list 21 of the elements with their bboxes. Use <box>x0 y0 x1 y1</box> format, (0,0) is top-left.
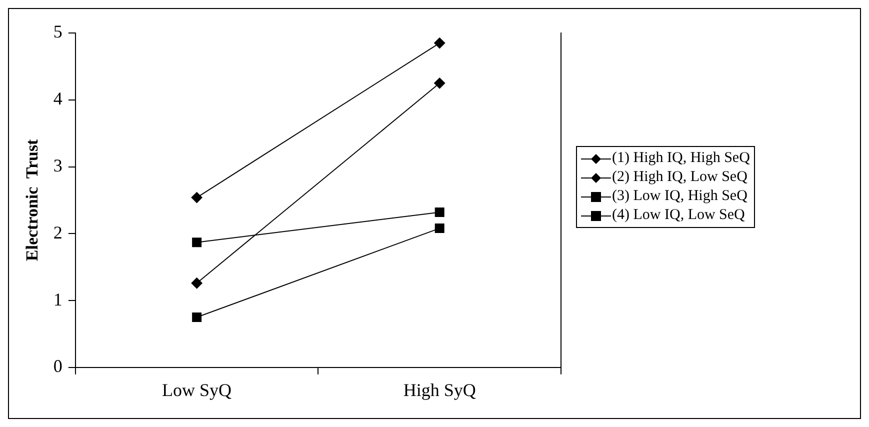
point <box>434 224 444 234</box>
point <box>192 312 202 322</box>
point <box>434 38 446 49</box>
point <box>191 278 202 289</box>
y-tick-label: 2 <box>53 222 62 242</box>
legend-label: (1) High IQ, High SeQ <box>612 150 750 167</box>
legend-label: (3) Low IQ, High SeQ <box>612 188 748 205</box>
x-tick-label: High SyQ <box>403 380 476 400</box>
y-tick-label: 4 <box>53 88 62 109</box>
point <box>434 207 444 217</box>
legend-label: (2) High IQ, Low SeQ <box>612 169 748 186</box>
x-tick-label: Low SyQ <box>162 380 232 400</box>
point <box>192 238 202 248</box>
y-axis-title: Electronic Trust <box>22 138 42 262</box>
y-tick-label: 0 <box>53 356 62 376</box>
y-tick-label: 1 <box>53 289 62 310</box>
legend-label: (4) Low IQ, Low SeQ <box>612 207 745 224</box>
y-tick-label: 5 <box>53 22 62 42</box>
y-tick-label: 3 <box>53 155 62 176</box>
point <box>434 78 446 89</box>
point <box>191 192 202 204</box>
